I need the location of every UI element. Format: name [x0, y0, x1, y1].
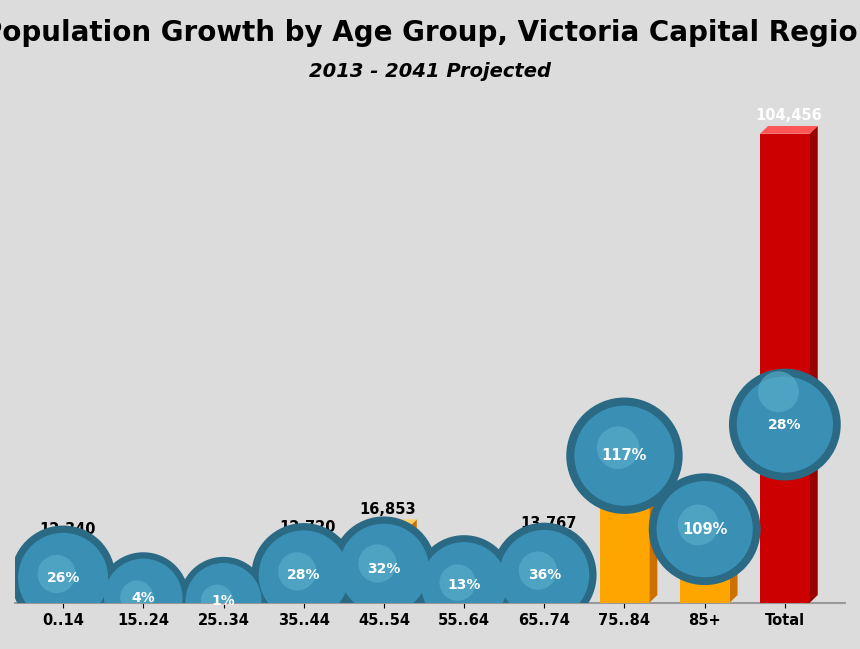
Point: [778, 419, 792, 430]
Text: 2013 - 2041 Projected: 2013 - 2041 Projected: [309, 62, 551, 80]
Text: 1,978: 1,978: [124, 569, 170, 583]
Text: Population Growth by Age Group, Victoria Capital Region: Population Growth by Age Group, Victoria…: [0, 19, 860, 47]
Point: [538, 570, 551, 580]
Point: [210, 596, 224, 606]
Bar: [199, 600, 249, 603]
Text: 1%: 1%: [212, 594, 236, 608]
Point: [291, 566, 304, 576]
Polygon shape: [359, 519, 417, 527]
Text: 32%: 32%: [367, 562, 401, 576]
Text: 28%: 28%: [287, 569, 321, 582]
Point: [217, 596, 230, 606]
Point: [377, 563, 390, 574]
Point: [451, 578, 464, 588]
Text: 26%: 26%: [46, 571, 80, 585]
Text: 13,767: 13,767: [520, 515, 576, 530]
Point: [56, 572, 70, 583]
Polygon shape: [439, 563, 497, 570]
Text: 13,435: 13,435: [680, 517, 737, 532]
Point: [56, 572, 70, 583]
Bar: [359, 527, 408, 603]
Polygon shape: [810, 126, 818, 603]
Point: [130, 592, 144, 602]
Point: [217, 596, 230, 606]
Point: [778, 419, 792, 430]
Polygon shape: [329, 538, 336, 603]
Text: 537: 537: [212, 575, 243, 590]
Point: [458, 580, 471, 590]
Polygon shape: [489, 563, 497, 603]
Text: 12,340: 12,340: [39, 522, 95, 537]
Point: [297, 570, 310, 581]
Point: [771, 387, 785, 397]
Point: [697, 524, 711, 534]
Bar: [38, 547, 88, 603]
Point: [617, 450, 631, 461]
Text: 7,237: 7,237: [445, 545, 491, 560]
Text: 13%: 13%: [447, 578, 481, 592]
Text: 36%: 36%: [528, 568, 561, 582]
Point: [371, 558, 384, 569]
Text: 25,589: 25,589: [600, 463, 657, 478]
Text: 16,853: 16,853: [359, 502, 416, 517]
Point: [691, 520, 705, 530]
Point: [50, 569, 64, 579]
Point: [297, 570, 310, 581]
Point: [531, 565, 544, 576]
Bar: [519, 541, 569, 603]
Text: 28%: 28%: [768, 417, 802, 432]
Polygon shape: [199, 593, 256, 600]
Polygon shape: [119, 586, 176, 594]
Bar: [679, 543, 729, 603]
Point: [137, 593, 150, 603]
Point: [458, 580, 471, 590]
Polygon shape: [169, 586, 176, 603]
Polygon shape: [569, 533, 577, 603]
Polygon shape: [279, 538, 336, 546]
Point: [611, 443, 625, 453]
Polygon shape: [519, 533, 577, 541]
Polygon shape: [38, 539, 96, 547]
Polygon shape: [408, 519, 417, 603]
Text: 109%: 109%: [682, 522, 728, 537]
Bar: [119, 594, 169, 603]
Text: 4%: 4%: [132, 591, 155, 605]
Point: [697, 524, 711, 534]
Text: 12,720: 12,720: [280, 520, 336, 535]
Polygon shape: [88, 539, 96, 603]
Point: [137, 593, 150, 603]
Bar: [599, 488, 649, 603]
Polygon shape: [760, 126, 818, 134]
Point: [617, 450, 631, 461]
Polygon shape: [599, 480, 657, 488]
Bar: [279, 546, 329, 603]
Bar: [760, 134, 810, 603]
Polygon shape: [679, 535, 738, 543]
Polygon shape: [729, 535, 738, 603]
Text: 104,456: 104,456: [755, 108, 822, 123]
Polygon shape: [649, 480, 657, 603]
Point: [377, 563, 390, 574]
Point: [538, 570, 551, 580]
Bar: [439, 570, 489, 603]
Text: 117%: 117%: [602, 448, 648, 463]
Polygon shape: [249, 593, 256, 603]
